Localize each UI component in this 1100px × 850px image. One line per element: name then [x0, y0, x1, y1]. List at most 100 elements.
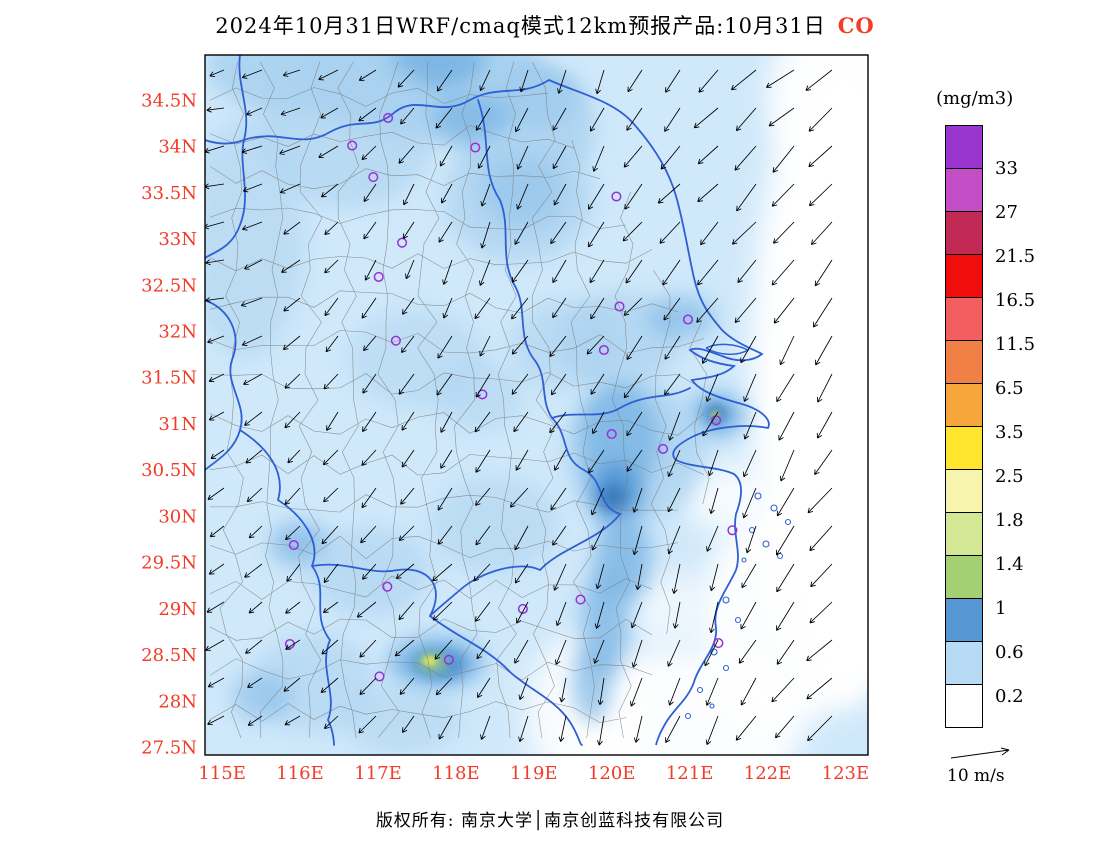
colorbar-segment [945, 641, 983, 685]
island [770, 504, 778, 512]
map-frame [204, 54, 869, 756]
colorbar-segment [945, 340, 983, 384]
y-axis-tick-label: 31.5N [141, 368, 197, 389]
concentration-blob [422, 656, 437, 665]
y-axis-tick-label: 27.5N [141, 738, 197, 759]
y-axis-tick-label: 32.5N [141, 275, 197, 296]
y-axis-tick-label: 32N [158, 322, 197, 343]
colorbar-segment [945, 684, 983, 728]
province-border [311, 563, 437, 617]
y-axis-tick-label: 31N [158, 414, 197, 435]
y-axis-tick-label: 29N [158, 599, 197, 620]
city-marker [470, 142, 481, 153]
city-marker [713, 638, 724, 649]
county-borders [209, 61, 710, 739]
city-marker [614, 301, 625, 312]
colorbar-segment [945, 426, 983, 470]
x-axis-tick-label: 122E [744, 763, 792, 784]
province-border [239, 429, 335, 746]
x-axis-tick-label: 120E [588, 763, 636, 784]
city-marker [383, 112, 394, 123]
colorbar-segment [945, 555, 983, 599]
map-layers [205, 55, 868, 755]
city-marker [397, 237, 408, 248]
page-title: 2024年10月31日WRF/cmaq模式12km预报产品:10月31日 CO [0, 10, 1090, 40]
title-species: CO [837, 13, 875, 38]
concentration-blob [434, 361, 525, 432]
island [741, 557, 747, 563]
city-marker [443, 654, 454, 665]
x-axis-tick-label: 123E [822, 763, 870, 784]
island [709, 703, 715, 709]
province-border [243, 79, 550, 141]
sea-white-area [767, 55, 868, 181]
island [762, 540, 770, 548]
y-axis-tick-label: 28N [158, 691, 197, 712]
island [734, 616, 742, 624]
y-axis-tick-label: 33.5N [141, 183, 197, 204]
city-marker [727, 525, 738, 536]
city-marker [373, 271, 384, 282]
wind-vectors [205, 69, 833, 746]
city-marker [374, 671, 385, 682]
concentration-blob [647, 295, 716, 340]
island [784, 518, 792, 526]
concentration-blob [310, 526, 431, 617]
colorbar-segment [945, 598, 983, 642]
y-axis-tick-label: 29.5N [141, 553, 197, 574]
colorbar-segment [945, 512, 983, 556]
wind-reference-label: 10 m/s [947, 766, 1005, 786]
island [696, 686, 704, 694]
copyright-footer: 版权所有: 南京大学│南京创蓝科技有限公司 [375, 811, 725, 831]
province-border [477, 99, 553, 419]
city-marker [606, 429, 617, 440]
province-border [205, 55, 248, 259]
city-marker [711, 415, 722, 426]
city-marker [517, 603, 528, 614]
sea-white-area [626, 568, 707, 649]
x-axis-tick-label: 116E [276, 763, 324, 784]
y-axis-tick-label: 30N [158, 506, 197, 527]
concentration-blob [205, 119, 306, 359]
colorbar-segment [945, 168, 983, 212]
city-marker [598, 344, 609, 356]
island [722, 596, 730, 604]
concentration-blob [429, 475, 560, 576]
island [754, 492, 762, 500]
wind-reference-arrow [950, 747, 1010, 759]
colorbar-segment [945, 469, 983, 513]
island [710, 648, 718, 656]
y-axis-tick-label: 30.5N [141, 460, 197, 481]
colorbar-segment [945, 125, 983, 169]
island [722, 664, 730, 672]
province-border [429, 615, 583, 746]
city-marker [611, 191, 622, 202]
province-border [551, 387, 691, 419]
city-marker [288, 540, 299, 551]
island [684, 712, 692, 720]
x-axis-tick-label: 118E [432, 763, 480, 784]
concentration-blob [341, 684, 462, 755]
y-axis-tick-label: 33N [158, 229, 197, 250]
colorbar-segment [945, 254, 983, 298]
x-axis-tick-label: 119E [510, 763, 558, 784]
y-axis-tick-label: 28.5N [141, 645, 197, 666]
city-marker [347, 140, 358, 151]
concentration-blob [579, 382, 660, 493]
city-marker [368, 172, 379, 183]
province-border [429, 417, 622, 617]
x-axis-tick-label: 117E [354, 763, 402, 784]
x-axis-tick-label: 121E [666, 763, 714, 784]
city-marker [390, 335, 401, 346]
colorbar-segment [945, 297, 983, 341]
concentration-blob [572, 642, 613, 723]
sea-white-area [683, 462, 774, 533]
colorbar-segment [945, 383, 983, 427]
y-axis-tick-label: 34.5N [141, 90, 197, 111]
colorbar-segment [945, 211, 983, 255]
y-axis-tick-label: 34N [158, 137, 197, 158]
legend-unit-label: (mg/m3) [936, 88, 1014, 109]
city-marker [658, 443, 669, 454]
city-marker [575, 594, 586, 605]
